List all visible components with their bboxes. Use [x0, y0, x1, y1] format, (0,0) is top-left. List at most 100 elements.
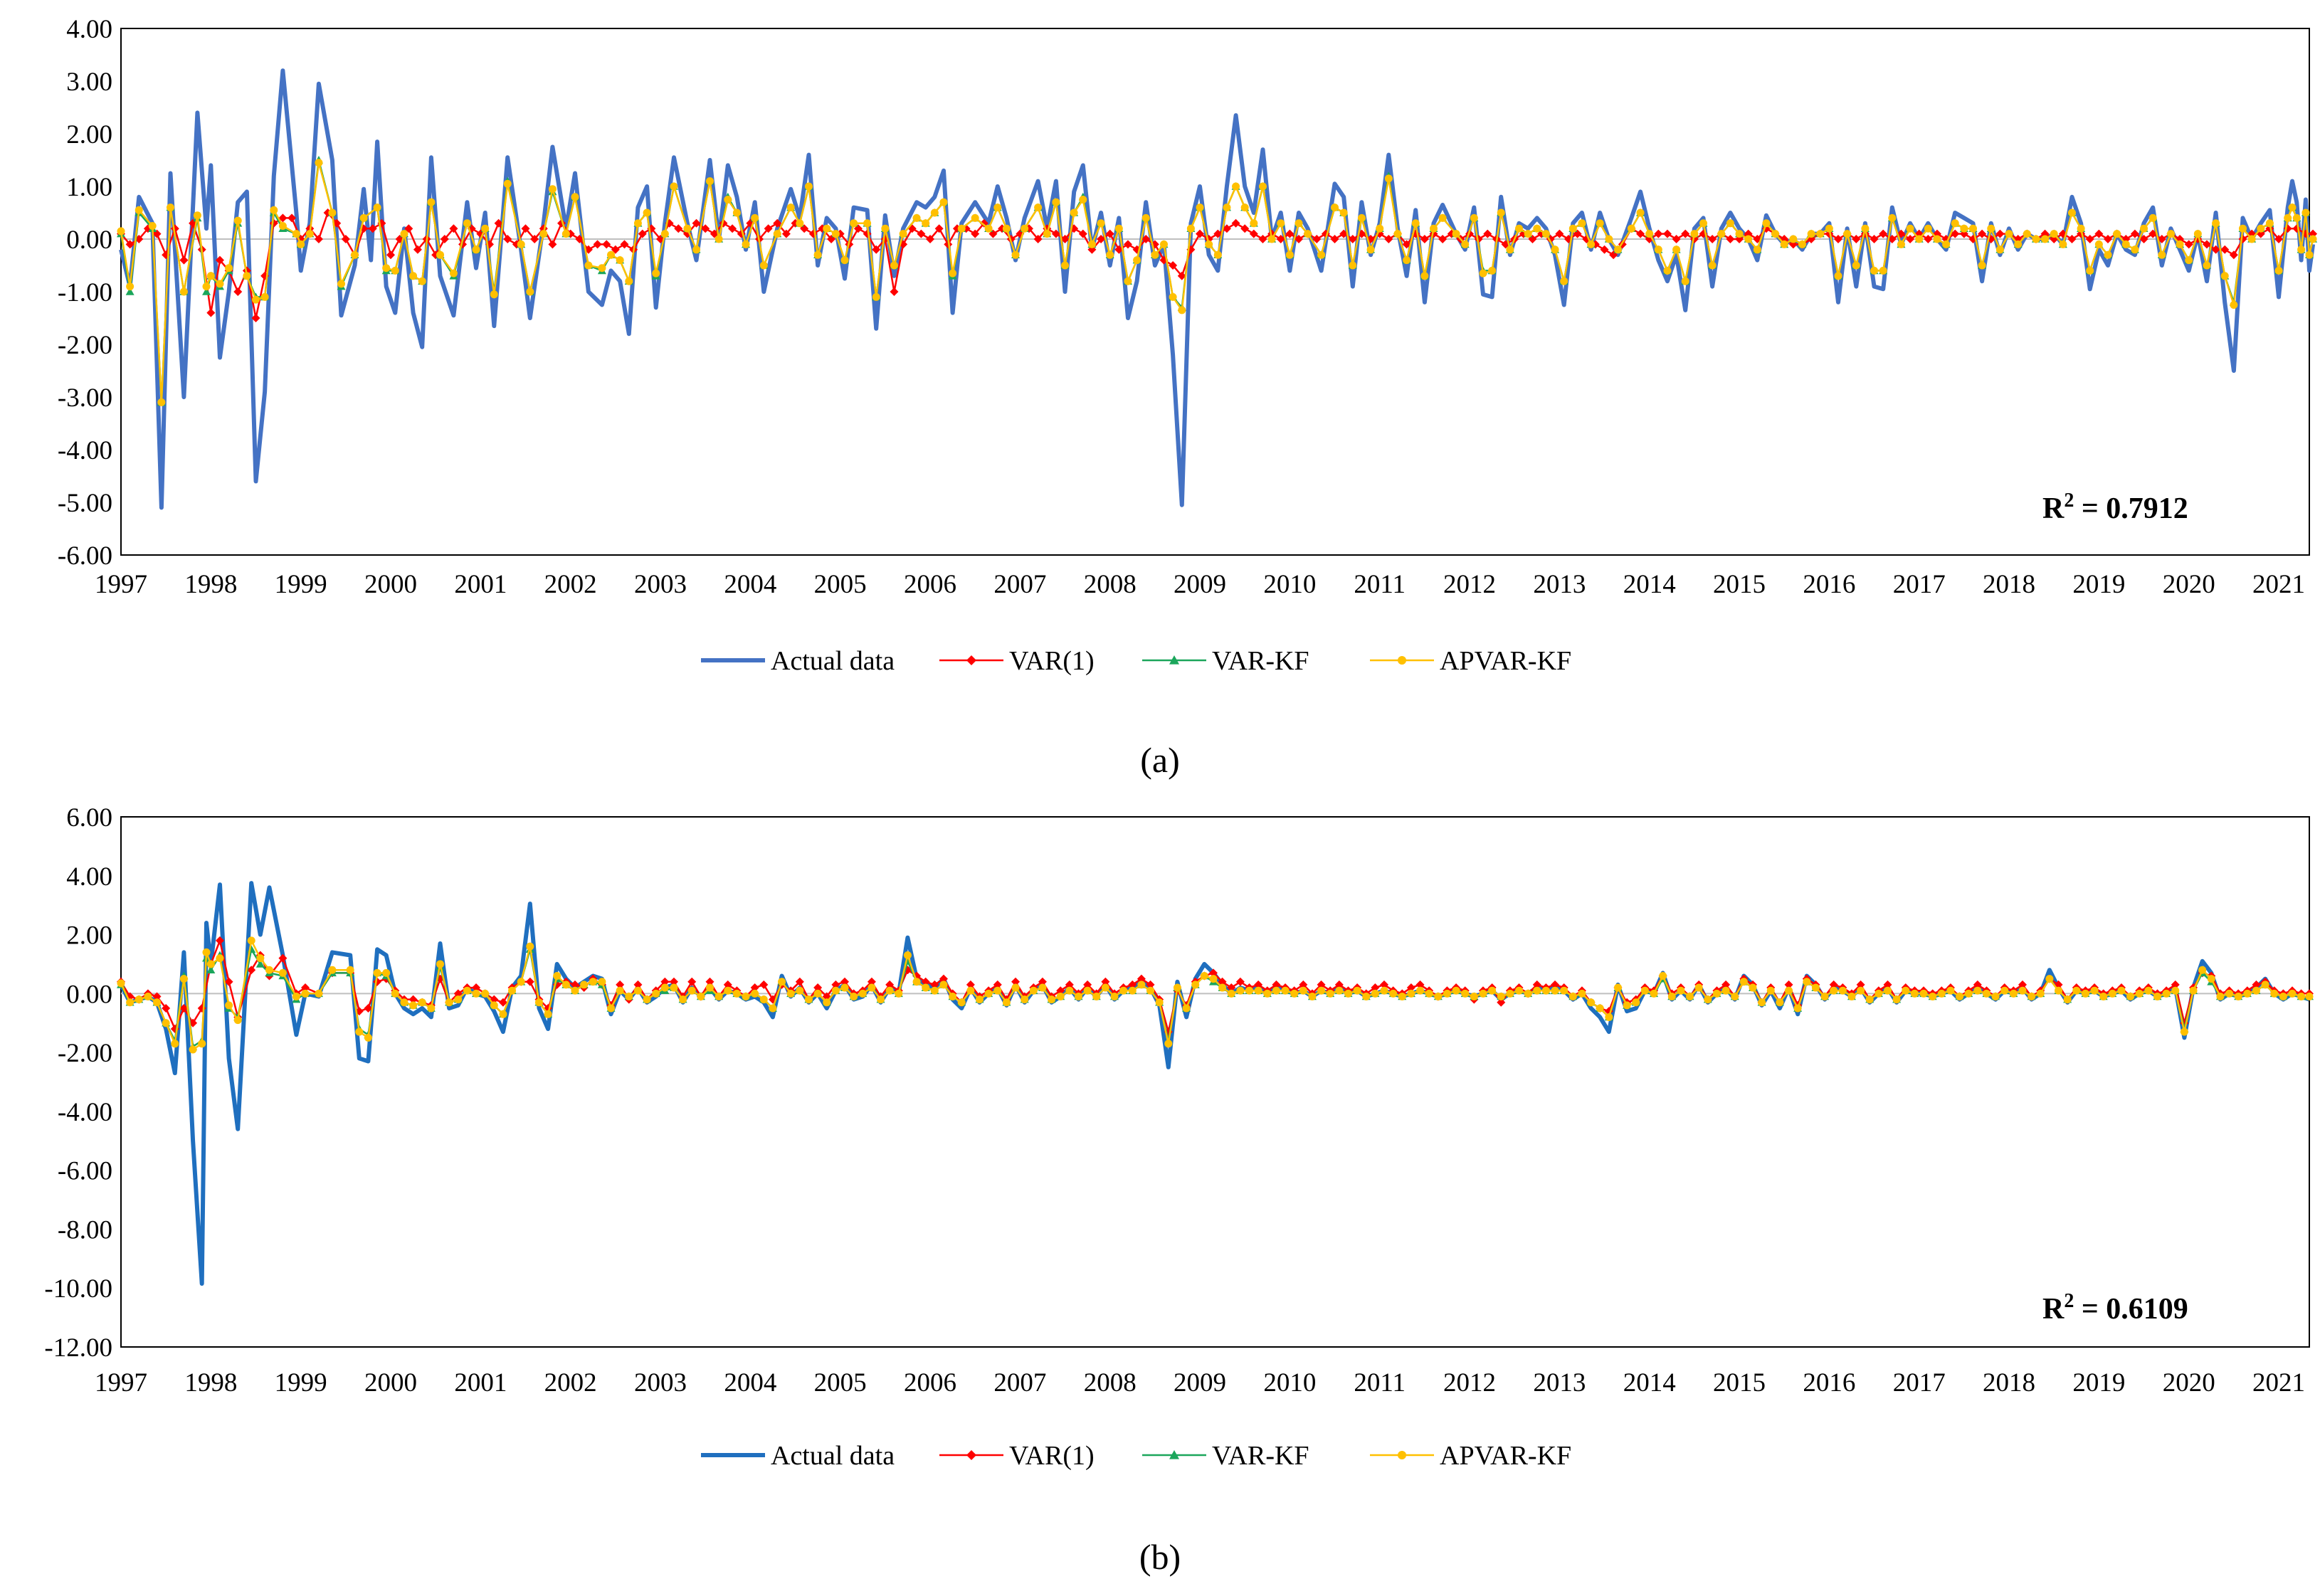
data-point	[625, 277, 633, 285]
data-point	[1640, 986, 1649, 995]
data-point	[872, 292, 880, 301]
data-point	[1218, 983, 1227, 992]
data-point	[215, 936, 224, 945]
y-tick-label: -8.00	[58, 1215, 112, 1244]
data-point	[292, 230, 300, 238]
data-point	[1384, 174, 1393, 183]
data-point	[301, 989, 310, 998]
data-point	[1753, 245, 1761, 254]
data-point	[517, 978, 525, 986]
data-point	[2305, 992, 2314, 1000]
data-point	[728, 224, 737, 233]
data-point	[1349, 261, 1357, 270]
data-point	[1888, 213, 1897, 222]
data-point	[2305, 250, 2314, 259]
legend-label: Actual data	[771, 646, 895, 676]
data-point	[773, 218, 782, 228]
data-point	[643, 208, 651, 217]
data-point	[1933, 235, 1941, 243]
data-point	[202, 287, 211, 295]
data-point	[2014, 240, 2023, 248]
data-point	[526, 287, 534, 296]
data-point	[179, 1004, 189, 1013]
legend-item: VAR(1)	[939, 1441, 1095, 1471]
data-point	[831, 980, 840, 989]
data-point	[454, 995, 463, 1004]
data-point	[548, 240, 557, 249]
data-point	[966, 986, 975, 995]
data-point	[1995, 245, 2004, 254]
data-point	[1406, 983, 1415, 993]
data-point	[570, 980, 579, 989]
x-tick-label: 2021	[2252, 1368, 2305, 1397]
data-point	[2288, 204, 2297, 212]
data-point	[534, 998, 543, 1007]
data-point	[1415, 980, 1425, 989]
data-point	[2162, 989, 2171, 998]
chart-panel-b: 6.00 4.00 2.00 0.00 -2.00 -4.00 -6.00 -8.00 -10.…	[44, 803, 2314, 1577]
data-point	[193, 211, 201, 220]
data-point	[1277, 219, 1285, 228]
data-point	[890, 287, 899, 296]
data-point	[1177, 271, 1186, 280]
x-tick-label: 2007	[993, 1368, 1046, 1397]
data-point	[539, 230, 548, 238]
chart-panel-a: 4.00 3.00 2.00 1.00 0.00 -1.00 -2.00 -3.00 -4.00…	[58, 15, 2318, 780]
data-point	[490, 1001, 498, 1010]
data-point	[225, 264, 233, 273]
data-point	[449, 269, 458, 278]
data-point	[2108, 989, 2116, 998]
data-point	[823, 224, 831, 233]
data-point	[1249, 229, 1258, 238]
series-group-a	[117, 68, 2318, 510]
data-point	[1079, 196, 1087, 204]
x-tick-label: 2010	[1263, 570, 1316, 599]
data-point	[1915, 235, 1924, 243]
data-point	[2158, 250, 2166, 259]
legend-label: APVAR-KF	[1440, 646, 1571, 676]
data-point	[1304, 230, 1312, 238]
x-tick-label: 2010	[1263, 1368, 1316, 1397]
data-point	[1056, 992, 1065, 1000]
data-point	[1272, 980, 1281, 989]
data-point	[255, 959, 265, 968]
data-point	[135, 995, 143, 1004]
data-point	[1726, 235, 1735, 243]
data-point	[2072, 986, 2081, 995]
data-point	[1645, 230, 1654, 238]
x-tick-label: 2020	[2163, 570, 2215, 599]
x-tick-label: 2016	[1803, 1368, 1855, 1397]
data-point	[1587, 240, 1596, 248]
data-point	[1416, 986, 1425, 995]
y-tick-labels-a: 4.00 3.00 2.00 1.00 0.00 -1.00 -2.00 -3.00 -4.00…	[58, 15, 112, 571]
x-tick-label: 2018	[1983, 1368, 2035, 1397]
data-point	[404, 224, 413, 233]
data-point	[2055, 986, 2063, 995]
data-point	[1739, 978, 1748, 986]
data-point	[850, 992, 858, 1000]
series-apvar-kf	[117, 936, 2314, 1054]
data-point	[2104, 250, 2112, 259]
data-point	[1002, 224, 1011, 233]
data-point	[589, 978, 597, 986]
data-point	[2243, 989, 2252, 998]
data-point	[481, 224, 490, 233]
data-point	[2148, 213, 2157, 222]
legend-label: VAR-KF	[1212, 646, 1309, 676]
data-point	[1151, 250, 1159, 259]
data-point	[683, 224, 692, 233]
legend-item: APVAR-KF	[1370, 646, 1571, 676]
x-tick-label: 2014	[1623, 570, 1676, 599]
data-point	[1038, 983, 1047, 992]
data-point	[1290, 989, 1299, 998]
data-point	[364, 1004, 373, 1013]
data-point	[781, 229, 791, 238]
legend-marker	[1169, 655, 1179, 665]
data-point	[2148, 229, 2158, 238]
data-point	[2185, 256, 2193, 265]
data-point	[2220, 245, 2230, 254]
data-point	[2131, 245, 2139, 254]
data-point	[1847, 992, 1856, 1000]
data-point	[418, 277, 426, 285]
data-point	[1708, 261, 1717, 270]
